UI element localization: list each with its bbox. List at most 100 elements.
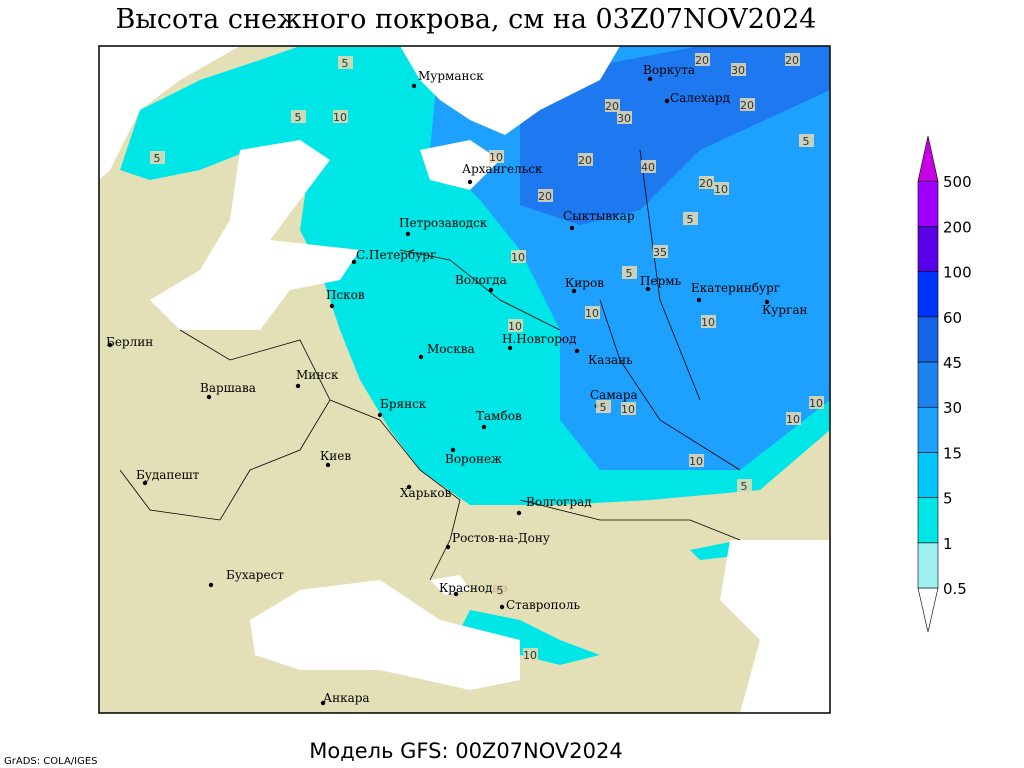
contour-label-bg [737,479,752,492]
city-label: Берлин [106,335,153,349]
contour-label: 20 [605,100,619,113]
contour-label: 5 [154,152,161,165]
city-dot [295,383,301,389]
contour-label: 10 [585,307,599,320]
legend-triangle [917,135,939,182]
legend-swatch [917,452,939,498]
city-label: Екатеринбург [691,281,780,295]
contour-label-bg [585,306,600,319]
map-frame [98,45,831,714]
legend-swatch [917,316,939,363]
city-dot [516,510,522,516]
city-dot [377,412,383,418]
contour-label-bg [799,134,814,147]
contour-label-bg [699,176,714,189]
legend-label: 60 [943,309,962,327]
city-label: Тамбов [476,409,522,423]
city-label: Воркута [643,63,695,77]
city-label: Ставрополь [506,598,580,612]
contour-label: 5 [497,584,504,597]
city-label: Казань [588,353,633,367]
city-dot [320,700,326,706]
contour-label-bg [493,583,508,596]
contour-label-bg [333,110,348,123]
city-dot [571,288,577,294]
contour-label-bg [621,402,636,415]
contour-label: 10 [333,111,347,124]
contour-label: 10 [621,403,635,416]
contour-label: 10 [523,649,537,662]
contour-label-bg [538,189,553,202]
sea [99,46,830,713]
city-dot [418,354,424,360]
city-label: Киров [565,276,604,290]
contour-label-bg [785,53,800,66]
city-dot [351,259,357,265]
snow-deep [520,46,830,225]
legend-swatch [917,180,939,227]
contour-label: 10 [508,320,522,333]
city-dot [406,484,412,490]
contour-label-bg [511,250,526,263]
city-dot [696,297,702,303]
contour-label-bg [714,182,729,195]
city-dot [481,424,487,430]
city-label: Сыктывкар [563,209,635,223]
legend-swatch [917,406,939,453]
legend-swatch [917,271,939,318]
contour-label-bg [150,151,165,164]
contour-label-bg [523,648,538,661]
legend-swatch [917,361,939,408]
legend-label: 500 [943,173,972,191]
city-label: Бухарест [226,568,284,582]
city-dot [574,348,580,354]
city-dot [645,286,651,292]
contour-label: 30 [617,112,631,125]
borders [119,149,741,581]
credit: GrADS: COLA/IGES [4,756,98,767]
contour-label: 5 [687,213,694,226]
contour-label-bg [740,98,755,111]
city-label: Псков [326,288,365,302]
city-label: Курган [762,303,807,317]
city-label: Вологда [455,273,507,287]
snow-patch [460,540,745,665]
legend-label: 15 [943,444,962,462]
legend-triangle [917,587,939,633]
contour-label: 20 [578,154,592,167]
cities: Мурманск Воркута Салехард Архангельск Петроз… [106,63,807,706]
city-dot [488,287,494,293]
contour-label: 5 [741,480,748,493]
contour-label-bg [578,153,593,166]
contour-label: 10 [689,455,703,468]
contour-label-bg [653,245,668,258]
city-label: Архангельск [462,162,543,176]
city-label: Минск [296,368,339,382]
city-dot [450,447,456,453]
city-dot [569,225,575,231]
contour-label-bg [508,319,523,332]
city-dot [764,299,770,305]
legend-label: 200 [943,218,972,236]
contour-label-bg [617,111,632,124]
city-dot [467,179,473,185]
city-dot [208,582,214,588]
map [98,45,831,714]
city-label: Харьков [400,486,452,500]
contour-label-bg [809,396,824,409]
legend-swatch [917,497,939,544]
contour-label-bg [605,99,620,112]
legend-label: 5 [943,490,953,508]
city-dot [325,462,331,468]
contour-label-bg [731,63,746,76]
city-dot [453,591,459,597]
contour-label: 10 [809,397,823,410]
title: Высота снежного покрова, см на 03Z07NOV2… [116,4,817,35]
city-dot [507,345,513,351]
city-label: Анкара [323,691,370,705]
city-label: Мурманск [418,69,484,83]
contour-label-bg [689,454,704,467]
city-label: Воронеж [445,452,502,466]
city-label: Киев [320,449,351,463]
